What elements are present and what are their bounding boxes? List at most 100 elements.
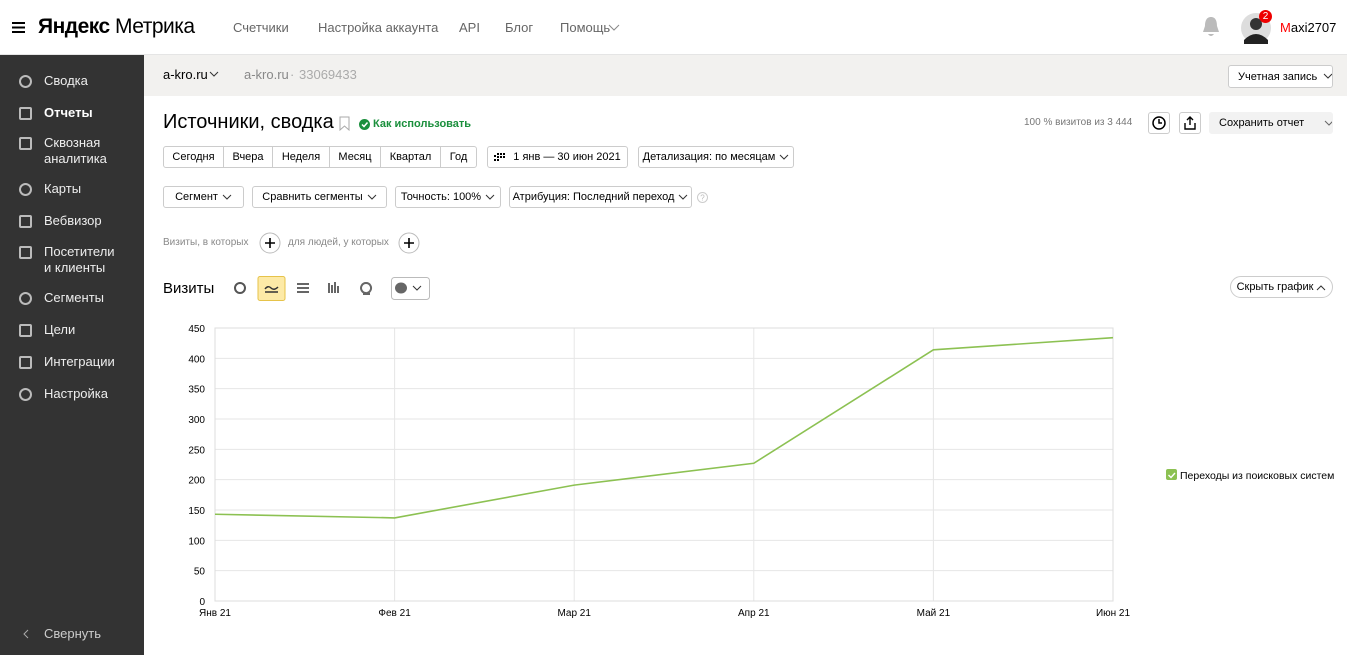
export-button[interactable] bbox=[1179, 112, 1201, 134]
detail-button[interactable]: Детализация: по месяцам bbox=[638, 146, 794, 168]
sidebar-icon bbox=[19, 107, 32, 120]
area-chart-button[interactable] bbox=[297, 283, 309, 293]
sidebar-icon bbox=[19, 292, 32, 305]
site-name: a-kro.ru bbox=[244, 67, 289, 82]
sidebar-item[interactable]: Карты bbox=[44, 181, 82, 196]
help-icon bbox=[359, 119, 370, 130]
period-button[interactable]: Неделя bbox=[272, 146, 330, 168]
sidebar-item[interactable]: Сквозная аналитика bbox=[44, 135, 107, 166]
hide-chart-button[interactable]: Скрыть график bbox=[1230, 276, 1333, 298]
sidebar-icon bbox=[19, 324, 32, 337]
bell-icon[interactable] bbox=[1201, 16, 1221, 38]
filter-button[interactable]: Сегмент bbox=[163, 186, 244, 208]
chevron bbox=[209, 71, 219, 77]
y-tick-label: 0 bbox=[199, 597, 205, 608]
sampling-info: 100 % визитов из 3 444 bbox=[1024, 117, 1133, 128]
clock-icon bbox=[1152, 116, 1166, 130]
nav-link[interactable]: API bbox=[459, 20, 480, 35]
x-tick-label: Янв 21 bbox=[199, 608, 231, 619]
period-button[interactable]: Квартал bbox=[380, 146, 441, 168]
counter-select[interactable]: a-kro.ru bbox=[163, 67, 208, 82]
legend-label: Переходы из поисковых систем bbox=[1180, 470, 1334, 482]
sidebar-item[interactable]: Посетители и клиенты bbox=[44, 244, 115, 275]
legend-checkbox bbox=[1166, 469, 1177, 480]
chevron bbox=[780, 154, 789, 160]
chevron bbox=[679, 194, 688, 200]
y-tick-label: 250 bbox=[188, 445, 205, 456]
button-label: Сегмент bbox=[175, 191, 218, 203]
filter-button[interactable]: Сравнить сегменты bbox=[252, 186, 387, 208]
y-tick-label: 400 bbox=[188, 354, 205, 365]
notification-badge: 2 bbox=[1259, 10, 1272, 23]
help-link[interactable]: Как использовать bbox=[373, 118, 472, 130]
subheader bbox=[144, 55, 1347, 96]
add-condition-button[interactable] bbox=[398, 232, 420, 254]
nav-link[interactable]: Настройка аккаунта bbox=[318, 20, 439, 35]
date-range-button[interactable]: 1 янв — 30 июн 2021 bbox=[487, 146, 628, 168]
map-chart-button[interactable] bbox=[360, 282, 373, 295]
x-tick-label: Фев 21 bbox=[378, 608, 411, 619]
chevron bbox=[608, 24, 620, 31]
series-line bbox=[214, 336, 1114, 519]
add-condition-button[interactable] bbox=[259, 232, 281, 254]
sidebar-item[interactable]: Вебвизор bbox=[44, 213, 102, 228]
sidebar-icon bbox=[19, 356, 32, 369]
nav-link[interactable]: Помощь bbox=[560, 20, 611, 35]
sidebar-item[interactable]: Сводка bbox=[44, 73, 88, 88]
nav-link[interactable]: Счетчики bbox=[233, 20, 289, 35]
button-label: Сравнить сегменты bbox=[262, 191, 363, 203]
plot-border bbox=[214, 327, 1114, 602]
chevron bbox=[222, 194, 232, 200]
filter-button[interactable]: Точность: 100% bbox=[395, 186, 501, 208]
counter-id: 33069433 bbox=[299, 67, 357, 82]
sidebar-item[interactable]: Сегменты bbox=[44, 290, 105, 305]
x-tick-label: Апр 21 bbox=[738, 608, 770, 619]
legend-check bbox=[1168, 472, 1176, 479]
separator: · bbox=[290, 67, 295, 82]
button-label: Сохранить отчет bbox=[1219, 117, 1305, 129]
chevron bbox=[485, 194, 495, 200]
sidebar-item[interactable]: Цели bbox=[44, 322, 76, 337]
button-label: Учетная запись bbox=[1238, 70, 1318, 83]
period-button[interactable]: Год bbox=[440, 146, 477, 168]
sidebar bbox=[0, 55, 144, 655]
y-tick-label: 450 bbox=[188, 324, 205, 335]
y-tick-label: 150 bbox=[188, 506, 205, 517]
logo[interactable]: Яндекс Метрика bbox=[38, 15, 195, 39]
header bbox=[0, 0, 1347, 55]
user-name[interactable]: Maxi2707 bbox=[1280, 20, 1337, 35]
condition-label: для людей, у которых bbox=[288, 237, 389, 248]
x-tick-label: Май 21 bbox=[917, 608, 951, 619]
nav-link[interactable]: Блог bbox=[505, 20, 534, 35]
bar-chart-button[interactable] bbox=[328, 282, 339, 293]
history-button[interactable] bbox=[1148, 112, 1170, 134]
chart-type-toolbar bbox=[234, 276, 430, 301]
pie-chart-button[interactable] bbox=[234, 282, 246, 294]
sidebar-item[interactable]: Настройка bbox=[44, 386, 108, 401]
sidebar-item[interactable]: Интеграции bbox=[44, 354, 115, 369]
menu-icon[interactable] bbox=[12, 22, 25, 33]
bookmark-icon[interactable] bbox=[339, 116, 350, 131]
account-button[interactable]: Учетная запись bbox=[1228, 65, 1333, 88]
period-button[interactable]: Сегодня bbox=[163, 146, 224, 168]
filter-button[interactable]: Атрибуция: Последний переход bbox=[509, 186, 692, 208]
sidebar-collapse[interactable]: Свернуть bbox=[44, 626, 102, 641]
metric-title: Визиты bbox=[163, 280, 215, 297]
y-tick-label: 50 bbox=[194, 567, 206, 578]
button-label: Атрибуция: Последний переход bbox=[512, 191, 675, 203]
save-report-button[interactable]: Сохранить отчет bbox=[1209, 112, 1333, 134]
y-tick-label: 100 bbox=[188, 536, 205, 547]
sidebar-icon bbox=[19, 388, 32, 401]
button-label: Детализация: по месяцам bbox=[642, 151, 776, 163]
period-button[interactable]: Вчера bbox=[223, 146, 273, 168]
svg-text:?: ? bbox=[700, 194, 705, 203]
sidebar-item[interactable]: Отчеты bbox=[44, 105, 93, 120]
report-title: Источники, сводка bbox=[163, 111, 334, 133]
logo-product: Метрика bbox=[115, 15, 195, 38]
chevron bbox=[367, 194, 377, 200]
y-tick-label: 300 bbox=[188, 415, 205, 426]
hint-icon[interactable]: ? bbox=[697, 192, 708, 203]
button-label: Точность: 100% bbox=[400, 191, 482, 203]
